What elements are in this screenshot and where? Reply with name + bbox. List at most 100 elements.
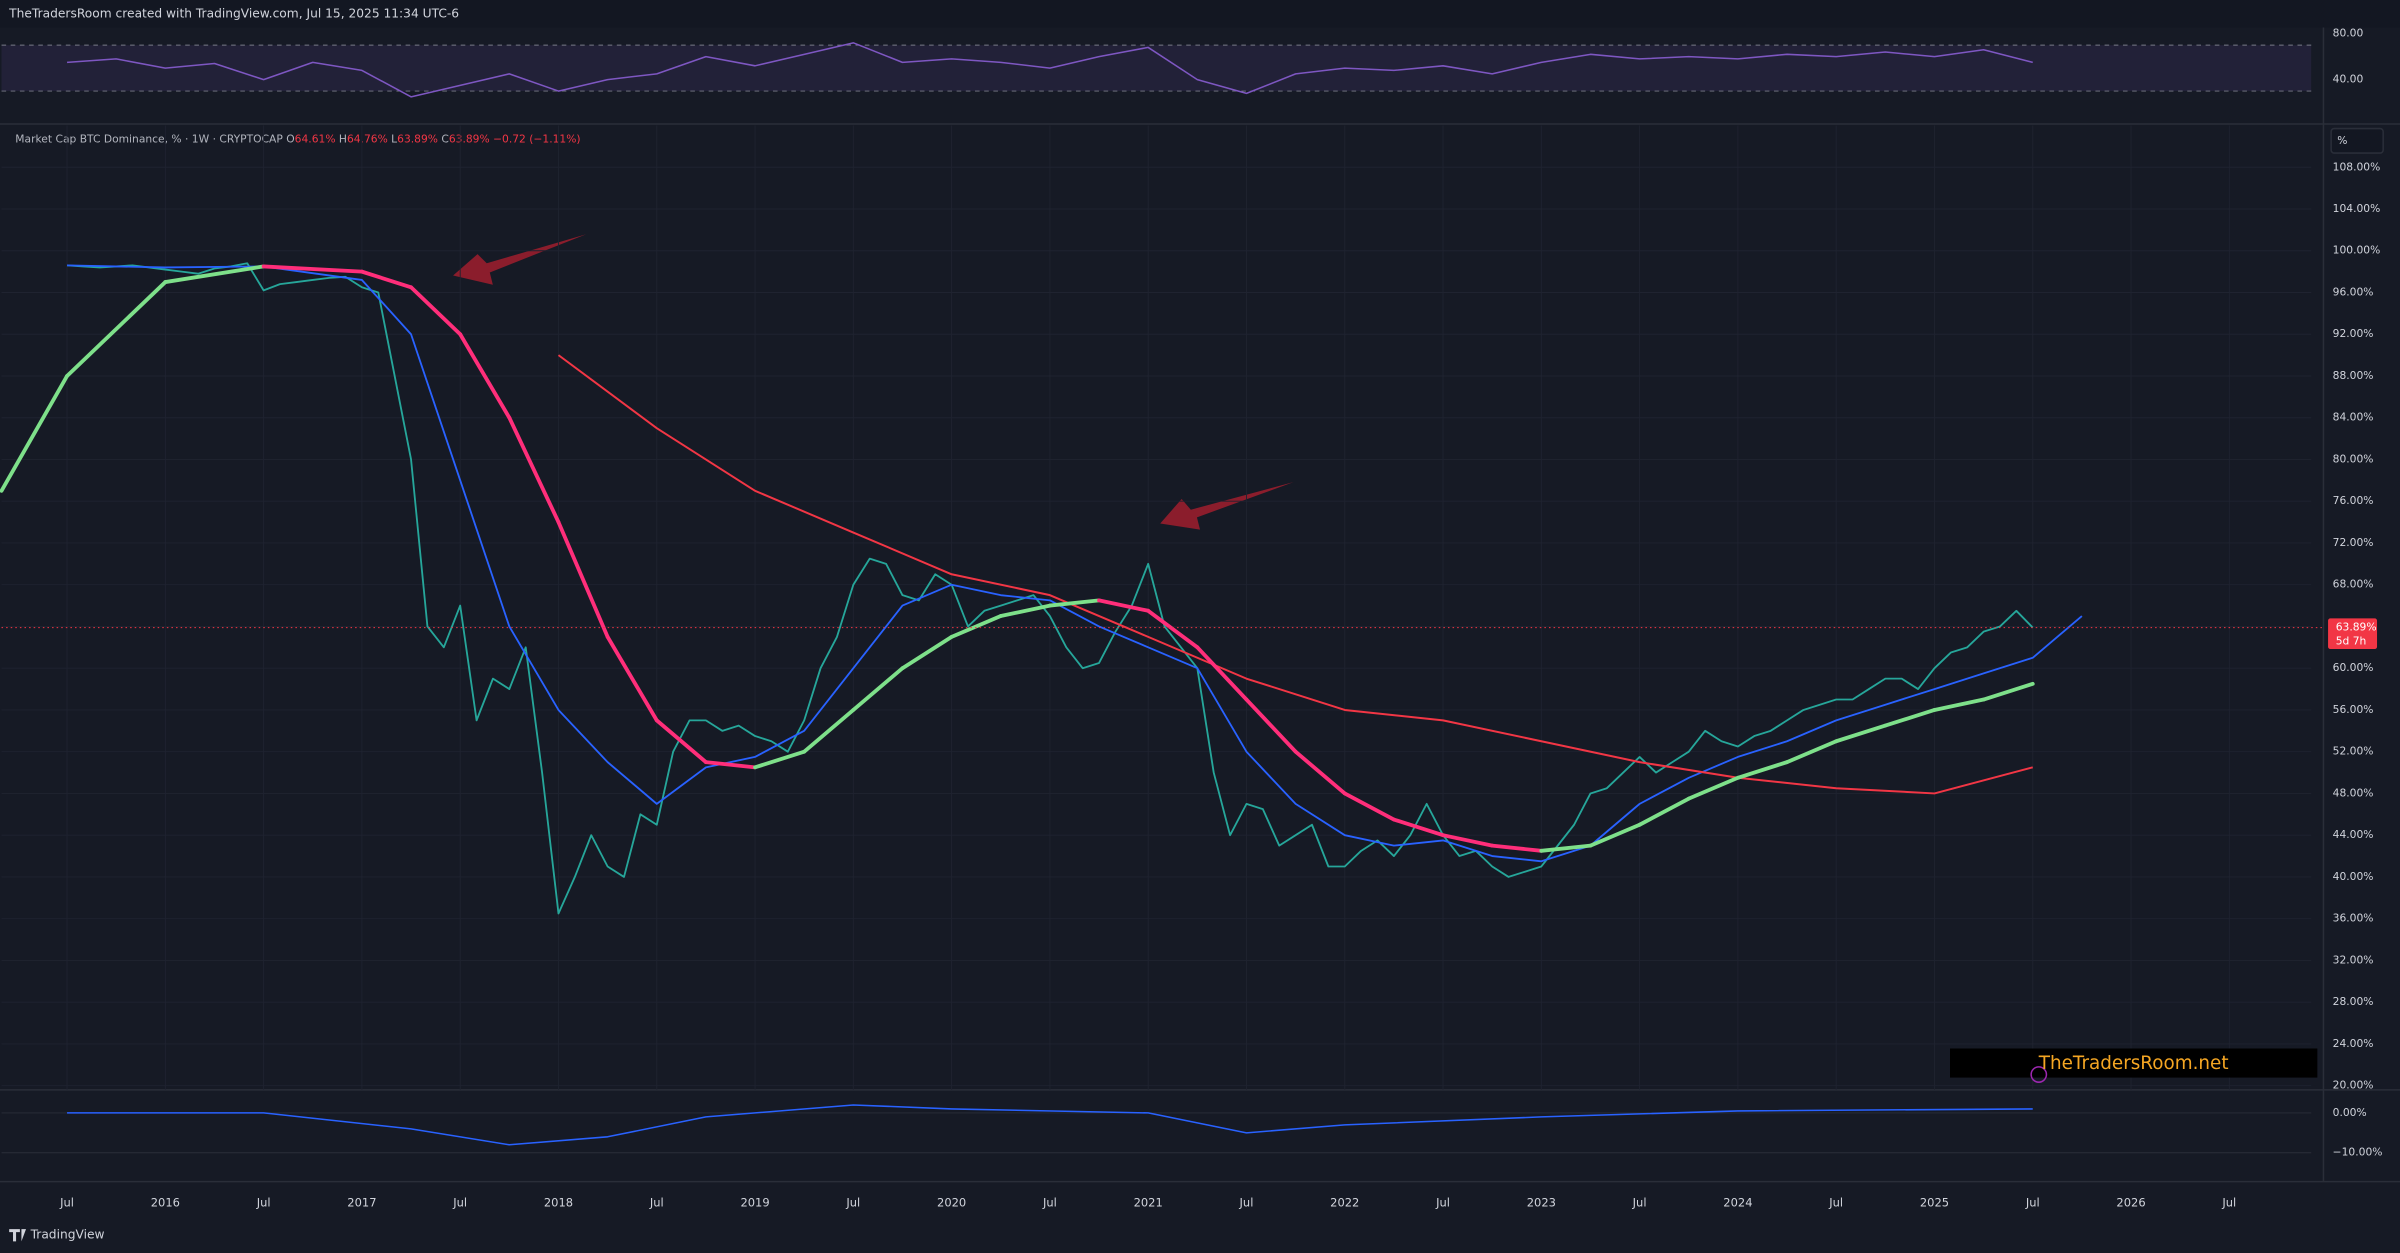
trend-segment [998,603,1052,618]
y-tick-label: 100.00% [2333,244,2381,257]
trend-segment [1588,822,1642,848]
series-line [67,264,2083,863]
y-tick-label: 0.00% [2333,1106,2367,1119]
x-tick-label: Jul [1239,1196,1254,1210]
series-line [557,354,2034,795]
y-tick-label: 48.00% [2333,786,2374,799]
trend-segment [65,280,168,378]
header-bar [0,0,2400,28]
trend-segment [458,332,512,420]
trend-segment [1047,598,1101,608]
trend-segment [605,634,659,723]
y-tick-label: 40.00 [2333,73,2364,86]
trend-segment [851,666,905,712]
trend-segment [507,415,561,525]
trend-segment [1686,775,1740,801]
trend-segment [1981,681,2035,702]
unit-button-label[interactable]: % [2337,134,2347,147]
y-tick-label: 24.00% [2333,1037,2374,1050]
unit-button[interactable] [2330,127,2384,154]
brand-logo [9,1229,27,1242]
trend-segment [1195,645,1249,702]
y-tick-label: 40.00% [2333,870,2374,883]
trend-segment [1834,723,1888,744]
last-price-box [2328,618,2378,650]
x-tick-label: Jul [452,1196,467,1210]
ohlc-key: C [441,132,448,145]
trend-segment [949,614,1003,639]
y-tick-label: 28.00% [2333,995,2374,1008]
y-tick-label: 96.00% [2333,285,2374,298]
x-tick-label: Jul [59,1196,74,1210]
trend-segment [0,374,69,493]
y-tick-label: 68.00% [2333,578,2374,591]
trend-segment [1785,739,1839,765]
trend-segment [1490,843,1544,853]
trend-segment [1293,749,1347,796]
trend-segment [802,708,856,754]
x-tick-label: 2016 [151,1196,180,1210]
ohlc-key: L [391,132,397,145]
brand: TradingView [30,1228,105,1242]
trend-segment [1244,697,1298,754]
y-tick-label: 56.00% [2333,703,2374,716]
x-tick-label: 2018 [544,1196,573,1210]
x-tick-label: 2019 [740,1196,769,1210]
x-tick-label: Jul [1435,1196,1450,1210]
x-tick-label: 2017 [347,1196,376,1210]
trend-segment [1441,833,1495,848]
trend-segment [261,264,364,274]
trend-segment [163,264,266,284]
trend-segment [1539,843,1593,853]
x-tick-label: Jul [2025,1196,2040,1210]
trend-segment [556,520,610,639]
watermark: TheTradersRoom.net [2038,1053,2229,1074]
series-line [67,1104,2033,1146]
trend-segment [1932,697,1986,712]
trend-segment [1883,708,1937,728]
y-tick-label: 76.00% [2333,494,2374,507]
watermark-icon [2030,1066,2048,1083]
x-tick-label: 2025 [1920,1196,1949,1210]
ohlc-value: 63.89% [397,132,438,145]
y-tick-label: 92.00% [2333,327,2374,340]
trend-segment [703,760,757,770]
legend-title: Market Cap BTC Dominance, % · 1W · CRYPT… [15,132,283,145]
trend-segment [1391,817,1445,838]
trend-segment [753,749,807,770]
watermark-box [1950,1048,2318,1078]
trend-segment [409,285,463,337]
y-tick-label: 80.00% [2333,452,2374,465]
trend-segment [654,718,708,765]
ohlc-key: H [339,132,347,145]
change: −0.72 (−1.11%) [493,132,581,145]
y-tick-label: 32.00% [2333,953,2374,966]
y-tick-label: 88.00% [2333,369,2374,382]
y-tick-label: 44.00% [2333,828,2374,841]
trend-segment [1735,760,1789,780]
y-tick-label: 36.00% [2333,912,2374,925]
series-line [67,42,2033,98]
x-tick-label: 2020 [937,1196,966,1210]
x-tick-label: Jul [649,1196,664,1210]
series-line [66,262,2034,915]
x-tick-label: 2026 [2116,1196,2145,1210]
ohlc-value: 64.76% [347,132,388,145]
y-tick-label: 108.00% [2333,160,2381,173]
x-tick-label: Jul [2221,1196,2236,1210]
y-tick-label: 104.00% [2333,202,2381,215]
trend-segment [900,634,954,671]
y-tick-label: 20.00% [2333,1079,2374,1092]
countdown: 5d 7h [2336,634,2367,647]
ohlc-key: O [286,132,294,145]
x-tick-label: Jul [845,1196,860,1210]
annotation-arrow [453,234,587,285]
y-tick-label: 84.00% [2333,411,2374,424]
y-tick-label: 72.00% [2333,536,2374,549]
x-tick-label: Jul [1632,1196,1647,1210]
y-tick-label: 52.00% [2333,745,2374,758]
trend-segment [1097,598,1151,613]
y-tick-label: 80.00 [2333,27,2364,40]
trend-segment [1637,796,1691,827]
